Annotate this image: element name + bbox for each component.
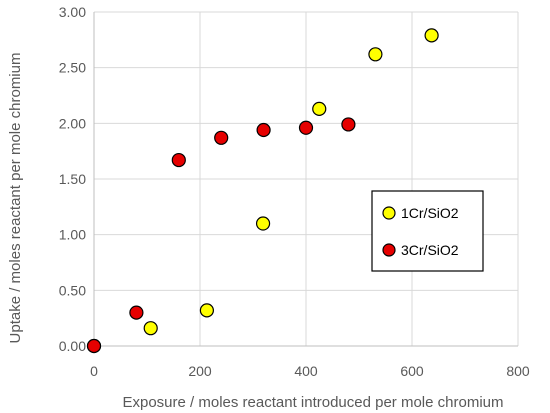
data-point-3cr [298, 120, 314, 135]
y-axis-label: Uptake / moles reactant per mole chromiu… [7, 53, 24, 344]
data-point-1cr [143, 321, 158, 336]
data-point-1cr [255, 216, 271, 231]
x-axis-label: Exposure / moles reactant introduced per… [122, 394, 503, 411]
legend: 1Cr/SiO2 3Cr/SiO2 [371, 190, 484, 272]
y-tick-label: 1.00 [59, 227, 86, 243]
data-point-3cr [214, 130, 229, 145]
legend-label-1cr: 1Cr/SiO2 [401, 205, 459, 221]
x-tick-label: 200 [188, 363, 212, 379]
data-point-3cr [171, 152, 186, 168]
legend-box [371, 190, 484, 272]
x-tick-label: 800 [506, 363, 530, 379]
y-tick-label: 2.00 [59, 115, 86, 131]
y-tick-label: 0.00 [59, 338, 86, 354]
axes [93, 12, 518, 347]
legend-marker-1cr [382, 206, 396, 220]
data-point-1cr [424, 28, 439, 43]
x-tick-label: 400 [294, 363, 318, 379]
grid-lines [94, 11, 519, 346]
data-point-3cr [341, 117, 356, 132]
data-point-3cr [129, 305, 144, 320]
x-tick-label: 600 [400, 363, 424, 379]
tick-labels: 0.00 0.50 1.00 1.50 2.00 2.50 3.00 0 200 400 600 80… [59, 4, 530, 379]
x-tick-label: 0 [90, 363, 98, 379]
y-tick-label: 1.50 [59, 171, 86, 187]
data-point-3cr [256, 122, 271, 138]
data-point-3cr [86, 338, 102, 354]
y-tick-label: 0.50 [59, 282, 86, 298]
y-tick-label: 3.00 [59, 4, 86, 20]
data-points [86, 28, 439, 354]
legend-marker-3cr [382, 243, 396, 257]
data-point-1cr [199, 303, 214, 318]
data-point-1cr [368, 47, 383, 62]
data-point-1cr [312, 101, 327, 116]
legend-label-3cr: 3Cr/SiO2 [401, 242, 459, 258]
y-tick-label: 2.50 [59, 60, 86, 76]
